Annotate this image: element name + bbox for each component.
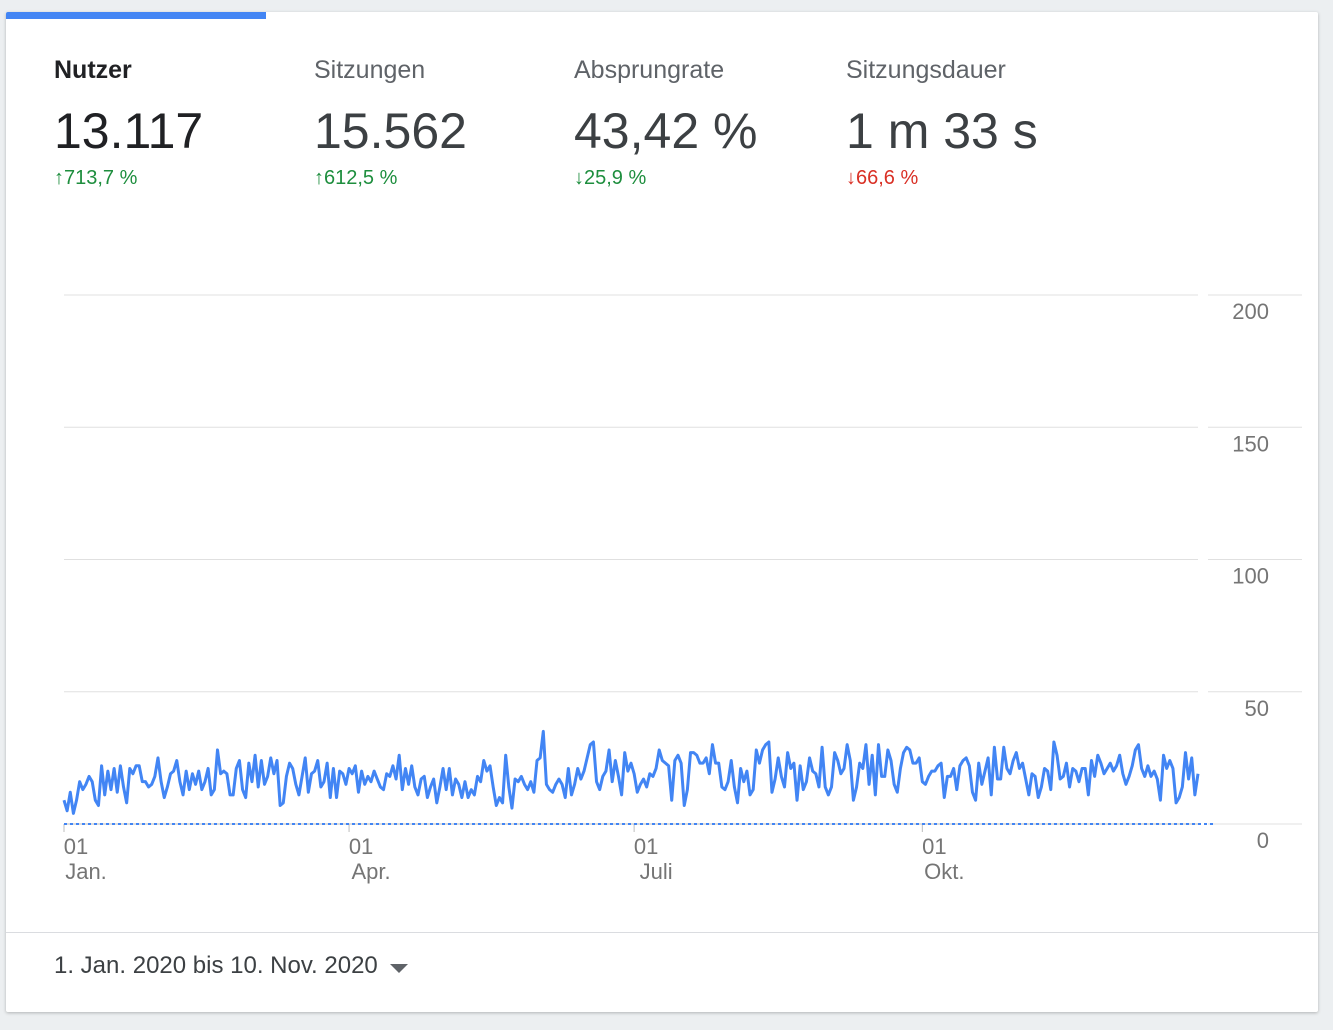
x-tick-month: Juli	[640, 859, 673, 884]
metric-label: Sitzungsdauer	[846, 56, 1006, 84]
arrow-down-icon: ↓	[574, 167, 584, 189]
caret-down-icon	[389, 963, 408, 973]
arrow-up-icon: ↑	[314, 167, 324, 189]
metric-change-value: 66,6 %	[856, 167, 919, 189]
metric-value: 1 m 33 s	[846, 103, 1038, 159]
metric-tab-nutzer[interactable]: Nutzer 13.117 ↑713,7 %	[54, 50, 203, 192]
y-tick-label: 150	[1232, 431, 1269, 456]
date-range-dropdown[interactable]: 1. Jan. 2020 bis 10. Nov. 2020	[54, 952, 408, 980]
analytics-card: Nutzer 13.117 ↑713,7 % Sitzungen 15.562 …	[6, 12, 1318, 1012]
y-tick-label: 100	[1232, 564, 1269, 589]
metric-tab-sitzungsdauer[interactable]: Sitzungsdauer 1 m 33 s ↓66,6 %	[846, 50, 1038, 192]
metric-label: Sitzungen	[314, 56, 426, 84]
metric-tab-absprungrate[interactable]: Absprungrate 43,42 % ↓25,9 %	[574, 50, 757, 192]
x-tick-month: Okt.	[924, 859, 964, 884]
metric-label: Absprungrate	[574, 56, 725, 84]
metric-tab-sitzungen[interactable]: Sitzungen 15.562 ↑612,5 %	[314, 50, 467, 192]
metric-label: Nutzer	[54, 56, 132, 84]
metric-value: 43,42 %	[574, 103, 758, 159]
metric-change-value: 713,7 %	[64, 167, 138, 189]
x-tick-day: 01	[64, 834, 88, 859]
metric-change: ↓66,6 %	[846, 164, 1038, 192]
x-tick-day: 01	[922, 834, 946, 859]
divider	[6, 932, 1318, 933]
series-line-main	[62, 729, 1200, 815]
arrow-down-icon: ↓	[846, 167, 856, 189]
x-tick-day: 01	[634, 834, 658, 859]
metric-change: ↑713,7 %	[54, 164, 203, 192]
active-tab-indicator	[6, 12, 266, 19]
metric-change-value: 25,9 %	[584, 167, 647, 189]
arrow-up-icon: ↑	[54, 167, 64, 189]
metric-change: ↑612,5 %	[314, 164, 467, 192]
metric-change-value: 612,5 %	[324, 167, 398, 189]
y-tick-label: 0	[1257, 828, 1269, 853]
x-tick-month: Jan.	[65, 859, 107, 884]
metric-value: 13.117	[54, 103, 204, 159]
y-tick-label: 200	[1232, 299, 1269, 324]
x-tick-month: Apr.	[351, 859, 390, 884]
metric-value: 15.562	[314, 103, 467, 159]
x-tick-day: 01	[349, 834, 373, 859]
y-tick-label: 50	[1245, 696, 1269, 721]
metric-change: ↓25,9 %	[574, 164, 757, 192]
date-range-label: 1. Jan. 2020 bis 10. Nov. 2020	[54, 952, 378, 979]
